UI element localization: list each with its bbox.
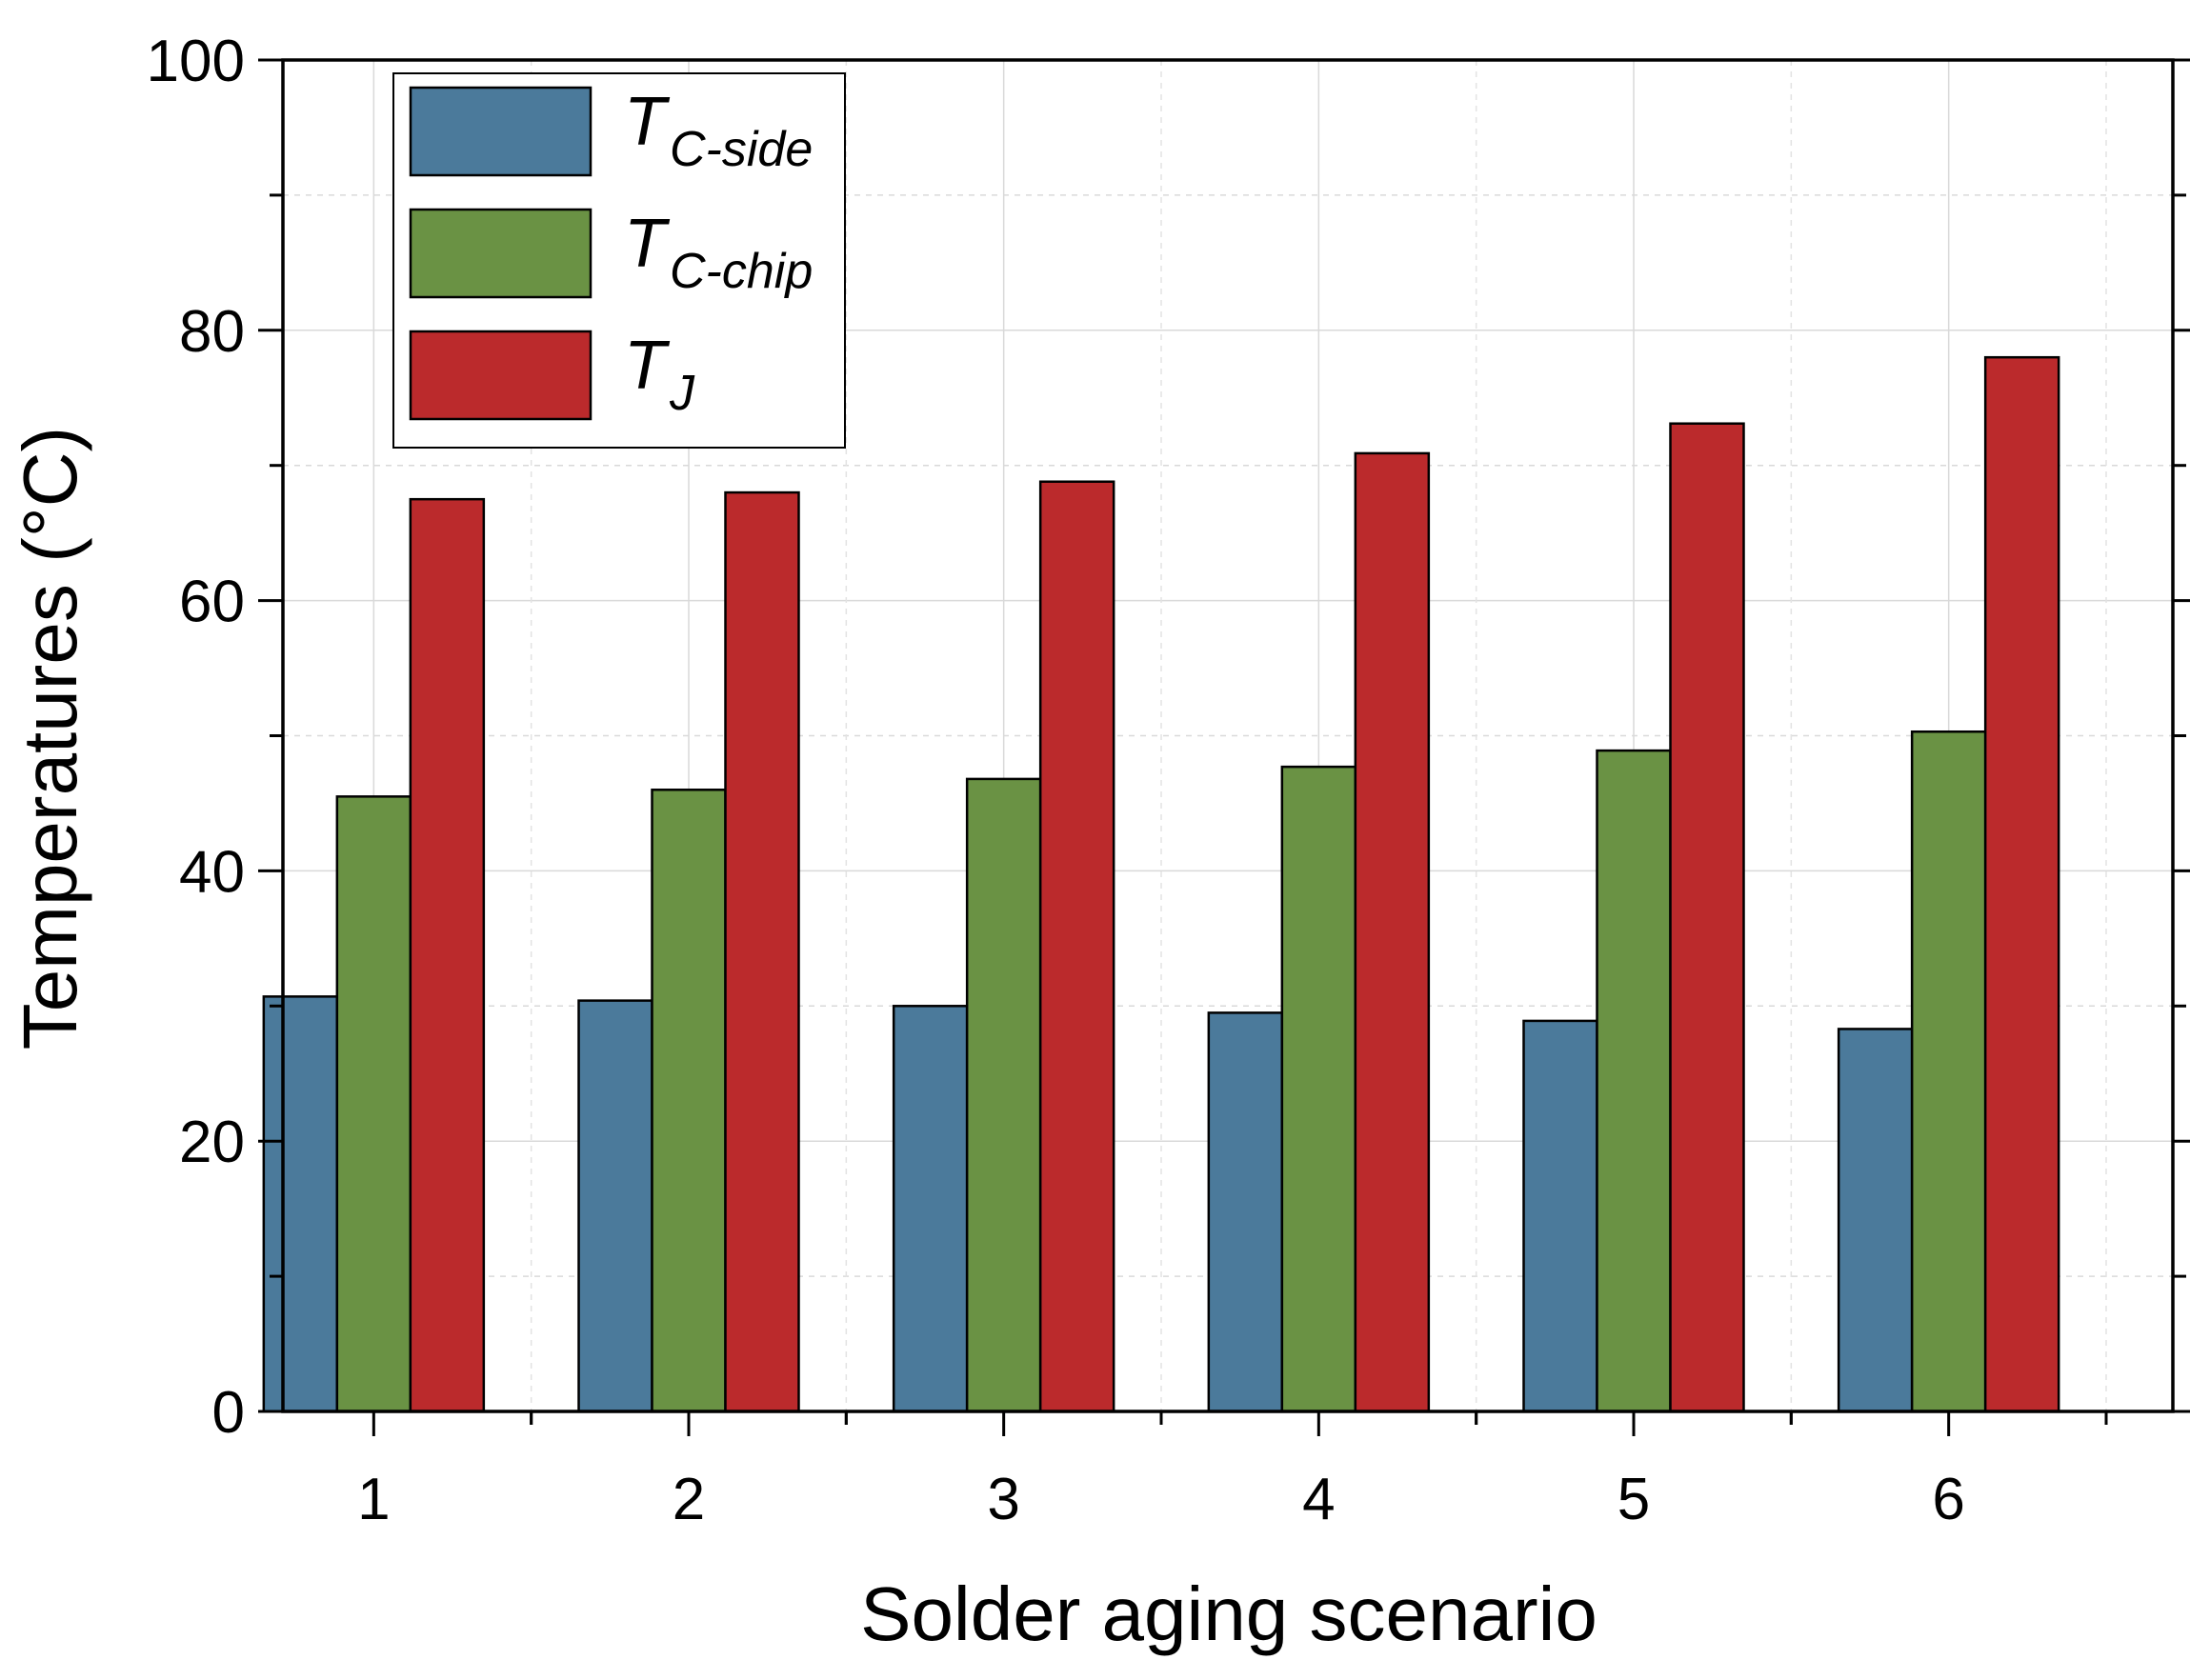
y-axis-title: Temperatures (°C): [8, 427, 92, 1050]
bar-t-c-side-3: [892, 1005, 969, 1413]
bar-t-j-4: [1354, 451, 1431, 1413]
bar-t-c-side-5: [1522, 1019, 1598, 1413]
legend-swatch-t-j: [409, 330, 593, 421]
x-tick-label: 5: [1617, 1467, 1650, 1532]
bar-t-c-side-1: [262, 995, 339, 1413]
bar-t-j-3: [1038, 480, 1115, 1413]
x-tick-label: 2: [673, 1467, 705, 1532]
bar-t-c-chip-6: [1910, 730, 1987, 1413]
y-tick-label: 100: [147, 29, 245, 94]
y-tick-label: 20: [179, 1110, 245, 1175]
bars: [262, 355, 2060, 1413]
bar-t-c-side-6: [1837, 1028, 1914, 1413]
bar-t-j-2: [724, 490, 800, 1413]
bar-t-c-chip-5: [1596, 749, 1672, 1413]
axes: [258, 58, 2190, 1436]
y-tick-label: 80: [179, 299, 245, 365]
bar-t-c-chip-3: [965, 777, 1042, 1413]
x-tick-label: 3: [987, 1467, 1019, 1532]
x-axis-title: Solder aging scenario: [860, 1571, 1597, 1656]
x-tick-label: 4: [1302, 1467, 1335, 1532]
x-tick-label: 6: [1932, 1467, 1964, 1532]
bar-t-c-side-2: [577, 999, 653, 1413]
bar-t-j-5: [1669, 422, 1745, 1413]
legend-swatch-t-c-chip: [409, 208, 593, 299]
bar-t-c-chip-4: [1280, 765, 1357, 1413]
bar-t-c-chip-1: [335, 795, 412, 1413]
tick-labels: 0 20 40 60 80 100 1 2 3 4 5 6: [147, 29, 1965, 1532]
y-tick-label: 0: [212, 1380, 245, 1446]
y-tick-label: 40: [179, 839, 245, 905]
bar-t-c-chip-2: [651, 789, 727, 1413]
bar-t-c-side-4: [1207, 1011, 1284, 1413]
y-tick-label: 60: [179, 570, 245, 635]
bar-t-j-6: [1983, 355, 2060, 1413]
x-tick-label: 1: [357, 1467, 390, 1532]
bar-t-j-1: [409, 497, 486, 1413]
legend-swatch-t-c-side: [409, 86, 593, 177]
